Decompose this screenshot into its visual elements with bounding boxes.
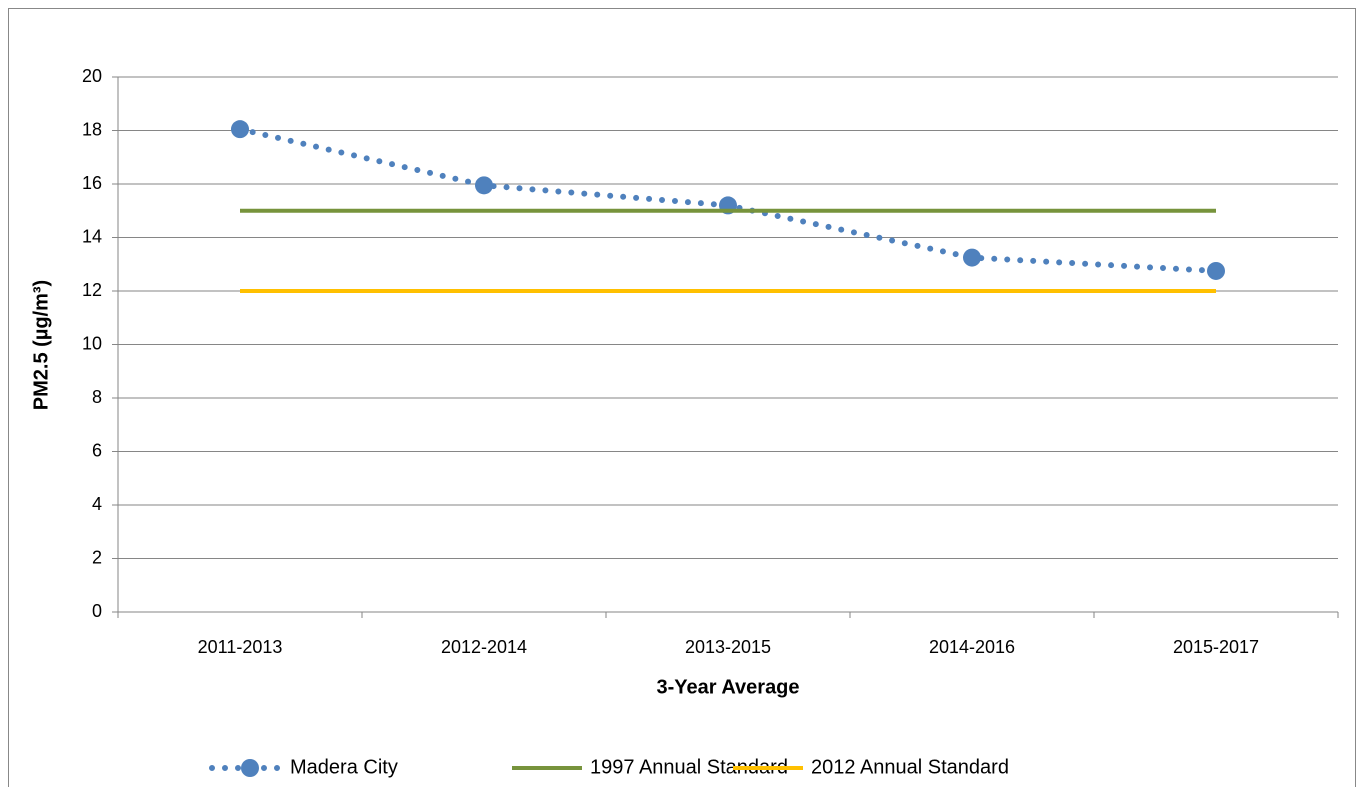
x-tick-label: 2013-2015 [685, 637, 771, 657]
y-tick-label: 10 [82, 333, 102, 353]
x-tick-label: 2011-2013 [198, 637, 283, 657]
y-tick-label: 0 [92, 601, 102, 621]
x-axis-title: 3-Year Average [656, 676, 799, 698]
y-tick-label: 6 [92, 440, 102, 460]
data-point [963, 248, 981, 267]
legend-label: 2012 Annual Standard [811, 756, 1009, 778]
chart-border [8, 8, 1356, 787]
y-tick-label: 14 [82, 226, 102, 246]
y-tick-label: 2 [92, 547, 102, 567]
y-tick-label: 12 [82, 280, 102, 300]
y-tick-label: 4 [92, 494, 102, 514]
y-tick-label: 20 [82, 66, 102, 86]
legend-label: Madera City [290, 756, 398, 778]
x-tick-label: 2015-2017 [1173, 637, 1259, 657]
data-point [1207, 261, 1225, 280]
y-tick-label: 8 [92, 387, 102, 407]
data-point [231, 120, 249, 139]
x-tick-label: 2012-2014 [441, 637, 527, 657]
data-point [475, 176, 493, 195]
legend-label: 1997 Annual Standard [590, 756, 788, 778]
y-tick-label: 16 [82, 173, 102, 193]
y-tick-label: 18 [82, 119, 102, 139]
legend-marker [241, 759, 259, 777]
x-tick-label: 2014-2016 [929, 637, 1015, 657]
y-axis-title: PM2.5 (µg/m³) [30, 280, 52, 410]
